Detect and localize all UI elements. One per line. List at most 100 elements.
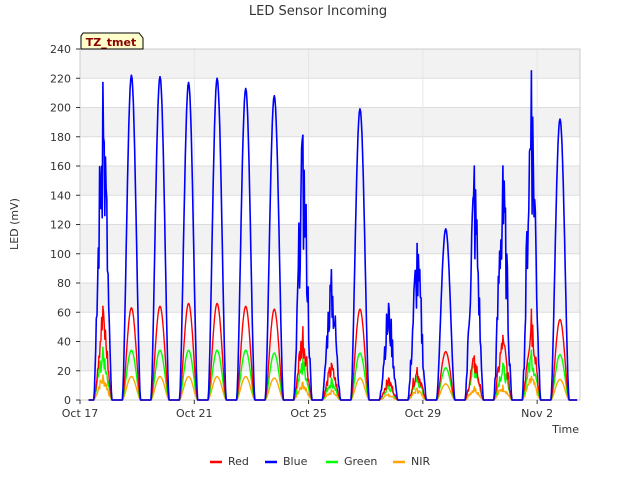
peak-point-nir bbox=[187, 375, 190, 378]
x-tick-label: Oct 17 bbox=[62, 407, 99, 420]
peak-point-nir bbox=[159, 375, 161, 378]
y-tick-label: 160 bbox=[50, 160, 71, 173]
legend-item-nir: NIR bbox=[393, 455, 430, 468]
y-axis-label: LED (mV) bbox=[8, 198, 21, 250]
peak-point-nir bbox=[330, 389, 333, 391]
series-blue bbox=[88, 70, 578, 401]
y-tick-label: 100 bbox=[50, 248, 71, 261]
peak-point-nir bbox=[416, 387, 418, 390]
x-tick-label: Oct 29 bbox=[405, 407, 442, 420]
grid-band bbox=[80, 78, 580, 108]
peak-point-nir bbox=[444, 383, 447, 385]
peak-point-red bbox=[130, 307, 133, 309]
y-tick-label: 20 bbox=[57, 365, 71, 378]
peak-point-nir bbox=[216, 375, 218, 378]
peak-point-nir bbox=[359, 377, 361, 379]
peak-point-red bbox=[187, 302, 190, 305]
peak-point-blue bbox=[473, 165, 476, 167]
peak-point-red bbox=[530, 308, 533, 311]
peak-point-green bbox=[330, 377, 333, 379]
series-green bbox=[88, 346, 578, 401]
series-red bbox=[88, 302, 578, 401]
peak-point-blue bbox=[530, 70, 533, 72]
x-tick-label: Oct 25 bbox=[290, 407, 327, 420]
peak-point-green bbox=[187, 349, 190, 352]
chart-title: LED Sensor Incoming bbox=[249, 4, 387, 19]
y-tick-label: 180 bbox=[50, 131, 71, 144]
site-badge: TZ_tmet bbox=[80, 32, 144, 50]
peak-point-blue bbox=[559, 118, 561, 120]
peak-point-blue bbox=[159, 76, 161, 78]
peak-point-nir bbox=[302, 381, 304, 384]
x-tick-label: Nov 2 bbox=[521, 407, 553, 420]
peak-point-green bbox=[444, 367, 447, 369]
peak-point-red bbox=[330, 362, 333, 365]
peak-point-green bbox=[502, 362, 504, 365]
y-tick-label: 80 bbox=[57, 277, 71, 290]
peak-point-blue bbox=[416, 242, 418, 245]
peak-point-red bbox=[359, 308, 361, 311]
legend-item-blue: Blue bbox=[265, 455, 308, 468]
legend-label: Red bbox=[228, 455, 249, 468]
peak-point-blue bbox=[444, 228, 447, 230]
legend-label: NIR bbox=[411, 455, 430, 468]
peak-point-blue bbox=[102, 81, 104, 84]
y-tick-label: 240 bbox=[50, 43, 71, 56]
peak-point-blue bbox=[387, 302, 390, 305]
peak-point-green bbox=[159, 349, 161, 352]
grid-band bbox=[80, 49, 580, 79]
x-tick-label: Oct 21 bbox=[176, 407, 213, 420]
y-tick-label: 0 bbox=[64, 394, 71, 407]
badge-box bbox=[80, 32, 144, 50]
series-nir bbox=[88, 374, 578, 401]
grid-band bbox=[80, 107, 580, 137]
peak-point-green bbox=[273, 352, 276, 355]
peak-point-red bbox=[159, 305, 161, 308]
peak-point-green bbox=[559, 353, 561, 356]
peak-point-nir bbox=[102, 374, 104, 376]
peak-point-green bbox=[530, 349, 533, 352]
peak-point-green bbox=[244, 349, 247, 352]
peak-point-red bbox=[559, 318, 561, 321]
y-tick-label: 200 bbox=[50, 102, 71, 115]
series-line-blue bbox=[88, 70, 578, 401]
series-layer bbox=[88, 70, 578, 401]
y-axis: 0 20 40 60 80 100 120 140 160 180 200 220 240 bbox=[50, 43, 80, 407]
y-tick-label: 120 bbox=[50, 219, 71, 232]
peak-point-blue bbox=[302, 134, 304, 137]
grid-band bbox=[80, 136, 580, 166]
peak-point-green bbox=[102, 346, 104, 349]
peak-point-green bbox=[216, 349, 218, 352]
y-tick-label: 220 bbox=[50, 72, 71, 85]
peak-point-red bbox=[444, 350, 447, 353]
y-tick-label: 60 bbox=[57, 306, 71, 319]
peak-point-red bbox=[473, 355, 476, 357]
peak-point-red bbox=[302, 326, 304, 328]
peak-point-green bbox=[130, 349, 133, 352]
peak-point-red bbox=[387, 377, 390, 379]
peak-point-red bbox=[502, 334, 504, 337]
peak-point-nir bbox=[273, 377, 276, 379]
peak-point-nir bbox=[530, 375, 533, 378]
y-tick-label: 40 bbox=[57, 336, 71, 349]
grid-band bbox=[80, 253, 580, 283]
peak-point-blue bbox=[359, 108, 361, 110]
x-axis-label: Time bbox=[551, 423, 579, 436]
series-line-red bbox=[88, 302, 578, 401]
peak-point-red bbox=[216, 302, 218, 305]
peak-point-blue bbox=[130, 74, 133, 77]
peak-point-green bbox=[359, 352, 361, 355]
legend-label: Green bbox=[344, 455, 377, 468]
legend-item-red: Red bbox=[210, 455, 249, 468]
legend-label: Blue bbox=[283, 455, 308, 468]
legend-item-green: Green bbox=[326, 455, 377, 468]
peak-point-blue bbox=[216, 77, 218, 80]
peak-point-red bbox=[273, 308, 276, 311]
y-tick-label: 140 bbox=[50, 189, 71, 202]
peak-point-blue bbox=[330, 269, 333, 271]
peak-point-nir bbox=[473, 386, 476, 388]
legend: Red Blue Green NIR bbox=[210, 455, 430, 468]
peak-point-blue bbox=[244, 87, 247, 90]
peak-point-red bbox=[416, 367, 418, 369]
